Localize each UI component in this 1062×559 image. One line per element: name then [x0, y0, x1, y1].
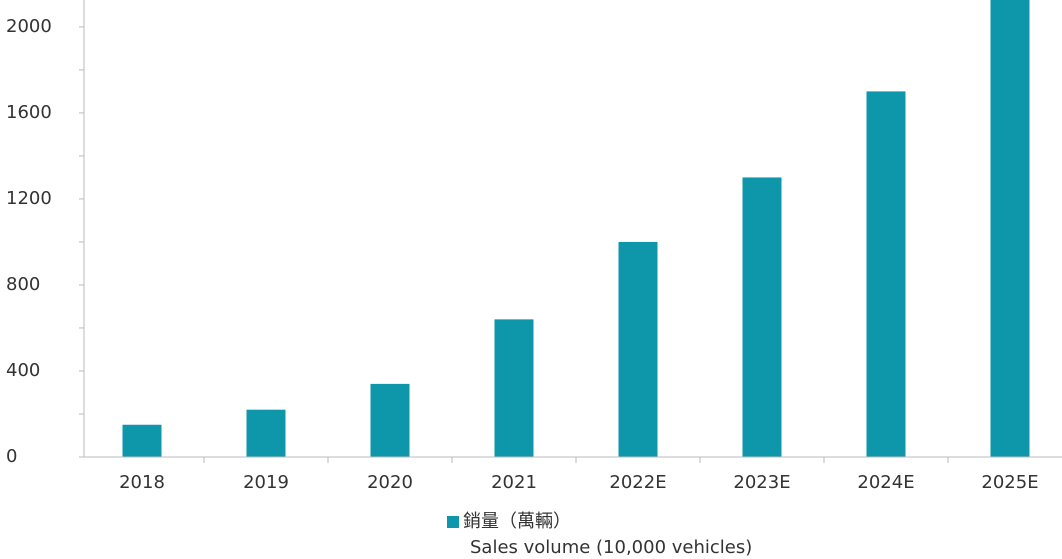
y-tick-label: 800 [6, 274, 40, 295]
y-tick-label: 400 [6, 360, 40, 381]
legend-swatch [447, 516, 459, 528]
x-tick-label: 2023E [733, 472, 790, 493]
y-tick-label: 0 [6, 446, 17, 467]
x-tick-label: 2024E [857, 472, 914, 493]
legend-note: Sales volume (10,000 vehicles) [470, 537, 752, 558]
x-tick-label: 2025E [981, 472, 1038, 493]
bar [122, 424, 162, 457]
plot-area [122, 0, 1030, 457]
y-tick-label: 1200 [6, 188, 52, 209]
bar [990, 0, 1030, 457]
bar [866, 91, 906, 457]
y-tick-label: 2000 [6, 16, 52, 37]
x-tick-label: 2021 [491, 472, 537, 493]
bar [742, 177, 782, 457]
x-tick-label: 2019 [243, 472, 289, 493]
bar [370, 383, 410, 457]
bar [618, 241, 658, 457]
bar [494, 319, 534, 457]
x-tick-label: 2022E [609, 472, 666, 493]
legend-label: 銷量（萬輛） [463, 511, 571, 532]
bar [246, 409, 286, 457]
x-tick-label: 2020 [367, 472, 413, 493]
x-tick-label: 2018 [119, 472, 165, 493]
y-tick-label: 1600 [6, 102, 52, 123]
